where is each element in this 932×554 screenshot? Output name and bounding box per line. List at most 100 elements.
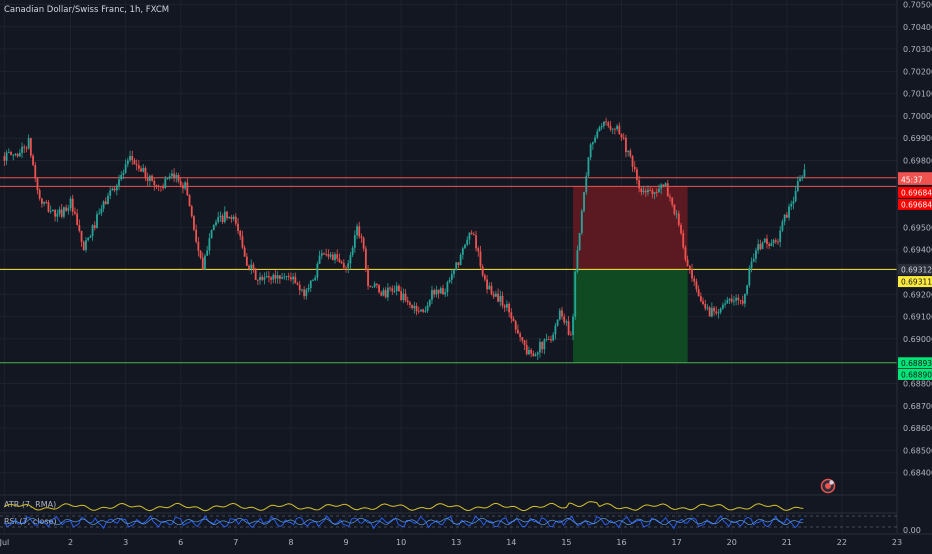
candle-body (759, 244, 762, 249)
candle-body (768, 243, 771, 247)
candle-body (737, 297, 740, 301)
candle-body (684, 247, 687, 260)
candle-body (483, 275, 486, 280)
alert-icon[interactable] (820, 478, 836, 494)
price-label-tag (898, 368, 932, 380)
chart-title: Canadian Dollar/Swiss Franc, 1h, FXCM (4, 5, 169, 15)
candle-body (38, 190, 41, 199)
candle-body (272, 275, 275, 280)
candle-body (627, 150, 630, 153)
candle-body (140, 168, 142, 172)
candle-body (417, 311, 420, 312)
candle-body (243, 247, 246, 257)
candle-body (558, 310, 561, 320)
candle-body (312, 280, 314, 281)
candle-body (3, 156, 6, 161)
take-profit-zone[interactable] (573, 269, 688, 363)
indicator-panes[interactable]: ATR (7, RMA) RSI (7, close) 0.00 (0, 494, 921, 535)
candle-body (618, 125, 621, 135)
candle-body (292, 276, 295, 280)
candle-body (677, 213, 680, 225)
candle-body (23, 146, 26, 148)
candle-body (378, 285, 380, 293)
candle-body (159, 186, 162, 187)
candle-body (80, 230, 83, 242)
candle-body (278, 275, 281, 279)
candle-body (263, 277, 266, 280)
candle-body (794, 190, 797, 202)
candle-body (63, 207, 65, 217)
candle-body (556, 319, 559, 326)
candle-body (58, 209, 61, 214)
candle-body (629, 150, 632, 157)
time-tick-label: 17 (672, 538, 682, 547)
candle-body (459, 254, 462, 266)
candles[interactable] (3, 117, 806, 361)
candle-body (702, 301, 704, 305)
candle-body (611, 128, 614, 130)
candle-body (29, 138, 32, 156)
price-label-tag (898, 263, 932, 275)
candle-body (347, 263, 350, 269)
candle-body (296, 283, 299, 285)
candle-body (437, 289, 440, 294)
candle-body (166, 178, 169, 180)
candle-body (148, 175, 151, 181)
candle-body (413, 305, 416, 309)
candle-body (532, 353, 535, 356)
candle-body (695, 281, 698, 290)
candle-body (761, 242, 764, 249)
candle-body (598, 127, 601, 132)
candle-body (594, 137, 596, 143)
candle-body (274, 275, 277, 279)
candle-body (596, 131, 599, 138)
atr-series-line (4, 501, 804, 512)
candle-body (490, 285, 493, 295)
candle-body (241, 236, 244, 248)
candle-body (10, 152, 12, 156)
candle-body (631, 156, 634, 167)
time-tick-label: 6 (178, 538, 183, 547)
candle-body (362, 237, 365, 249)
rsi-label[interactable]: RSI (7, close) (4, 517, 57, 526)
stop-loss-zone[interactable] (573, 186, 688, 270)
candle-body (107, 195, 109, 205)
candle-body (327, 254, 330, 257)
candle-body (547, 339, 550, 341)
candle-body (790, 203, 793, 207)
candle-body (281, 277, 284, 279)
candle-body (294, 276, 297, 284)
candle-body (51, 209, 54, 211)
candle-body (655, 192, 658, 194)
candle-body (666, 183, 669, 197)
atr-label[interactable]: ATR (7, RMA) (4, 500, 56, 509)
candle-body (267, 276, 270, 278)
candle-body (777, 241, 779, 243)
candle-body (7, 152, 10, 153)
price-label-text: 45:37 (901, 175, 923, 184)
candle-body (56, 213, 59, 217)
candle-body (67, 208, 70, 211)
candle-body (552, 334, 555, 341)
time-axis[interactable]: Jul 2 3 6 7 8 9 10 13 14 15 16 17 20 21 22 23 (0, 533, 932, 547)
candle-body (245, 256, 248, 266)
candle-body (494, 293, 497, 297)
trade-zones (573, 186, 688, 363)
candle-body (155, 185, 158, 187)
candle-body (730, 298, 733, 302)
candle-body (239, 230, 242, 237)
candle-body (342, 263, 345, 268)
candle-body (184, 182, 187, 189)
candle-body (426, 305, 429, 311)
candle-body (647, 189, 649, 193)
candle-body (276, 275, 279, 279)
candle-body (763, 238, 766, 243)
candle-body (616, 125, 619, 130)
candle-body (688, 265, 691, 270)
candle-body (662, 184, 665, 187)
rsi-axis-label: 0.00 (903, 526, 921, 535)
